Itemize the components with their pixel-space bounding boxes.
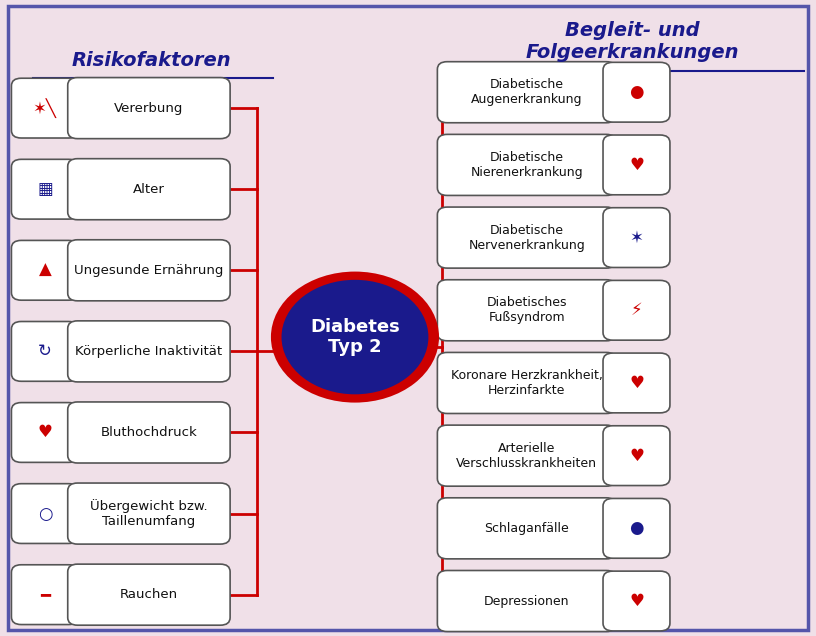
FancyBboxPatch shape [11,78,78,138]
FancyBboxPatch shape [68,483,230,544]
Text: Schlaganfälle: Schlaganfälle [485,522,569,535]
Text: Vererbung: Vererbung [114,102,184,114]
FancyBboxPatch shape [603,208,670,268]
FancyBboxPatch shape [68,402,230,463]
FancyBboxPatch shape [11,483,78,543]
FancyBboxPatch shape [437,352,616,413]
Text: Diabetes
Typ 2: Diabetes Typ 2 [310,317,400,357]
Text: Depressionen: Depressionen [484,595,570,607]
FancyBboxPatch shape [437,280,616,341]
Text: ♥: ♥ [629,592,644,610]
Text: Diabetische
Augenerkrankung: Diabetische Augenerkrankung [471,78,583,106]
Text: ▦: ▦ [37,180,53,198]
FancyBboxPatch shape [437,134,616,195]
FancyBboxPatch shape [68,321,230,382]
FancyBboxPatch shape [11,322,78,381]
FancyBboxPatch shape [68,158,230,219]
FancyBboxPatch shape [603,62,670,122]
Text: Bluthochdruck: Bluthochdruck [100,426,197,439]
FancyBboxPatch shape [603,280,670,340]
Text: ♥: ♥ [38,424,52,441]
Text: Diabetisches
Fußsyndrom: Diabetisches Fußsyndrom [486,296,567,324]
FancyBboxPatch shape [11,403,78,462]
Text: Ungesunde Ernährung: Ungesunde Ernährung [74,264,224,277]
Text: Arterielle
Verschlusskrankheiten: Arterielle Verschlusskrankheiten [456,441,597,469]
Text: ●: ● [629,520,644,537]
FancyBboxPatch shape [11,565,78,625]
Text: ♥: ♥ [629,156,644,174]
Text: Rauchen: Rauchen [120,588,178,601]
Text: ○: ○ [38,504,52,523]
FancyBboxPatch shape [68,78,230,139]
Text: ━: ━ [40,586,50,604]
Text: ✶: ✶ [629,228,644,247]
Text: Risikofaktoren: Risikofaktoren [71,51,231,70]
Text: ♥: ♥ [629,374,644,392]
FancyBboxPatch shape [603,499,670,558]
Circle shape [271,272,439,403]
Text: ⚡: ⚡ [631,301,642,319]
FancyBboxPatch shape [603,353,670,413]
FancyBboxPatch shape [68,564,230,625]
Text: Diabetische
Nervenerkrankung: Diabetische Nervenerkrankung [468,224,585,252]
Text: ↻: ↻ [38,342,52,361]
Text: ▲: ▲ [38,261,51,279]
FancyBboxPatch shape [603,135,670,195]
Text: Körperliche Inaktivität: Körperliche Inaktivität [75,345,223,358]
Text: Alter: Alter [133,183,165,196]
FancyBboxPatch shape [437,570,616,632]
FancyBboxPatch shape [68,240,230,301]
Text: ♥: ♥ [629,446,644,465]
Text: ✶╲: ✶╲ [33,98,57,118]
FancyBboxPatch shape [11,160,78,219]
Text: Koronare Herzkrankheit,
Herzinfarkte: Koronare Herzkrankheit, Herzinfarkte [450,369,603,397]
Text: Diabetische
Nierenerkrankung: Diabetische Nierenerkrankung [470,151,583,179]
FancyBboxPatch shape [437,62,616,123]
FancyBboxPatch shape [11,240,78,300]
FancyBboxPatch shape [603,425,670,485]
FancyBboxPatch shape [603,571,670,631]
Text: Übergewicht bzw.
Taillenumfang: Übergewicht bzw. Taillenumfang [90,499,208,528]
Text: Begleit- und
Folgeerkrankungen: Begleit- und Folgeerkrankungen [526,21,739,62]
Circle shape [282,280,428,394]
Text: ●: ● [629,83,644,101]
FancyBboxPatch shape [437,498,616,559]
FancyBboxPatch shape [8,6,808,630]
FancyBboxPatch shape [437,425,616,486]
FancyBboxPatch shape [437,207,616,268]
